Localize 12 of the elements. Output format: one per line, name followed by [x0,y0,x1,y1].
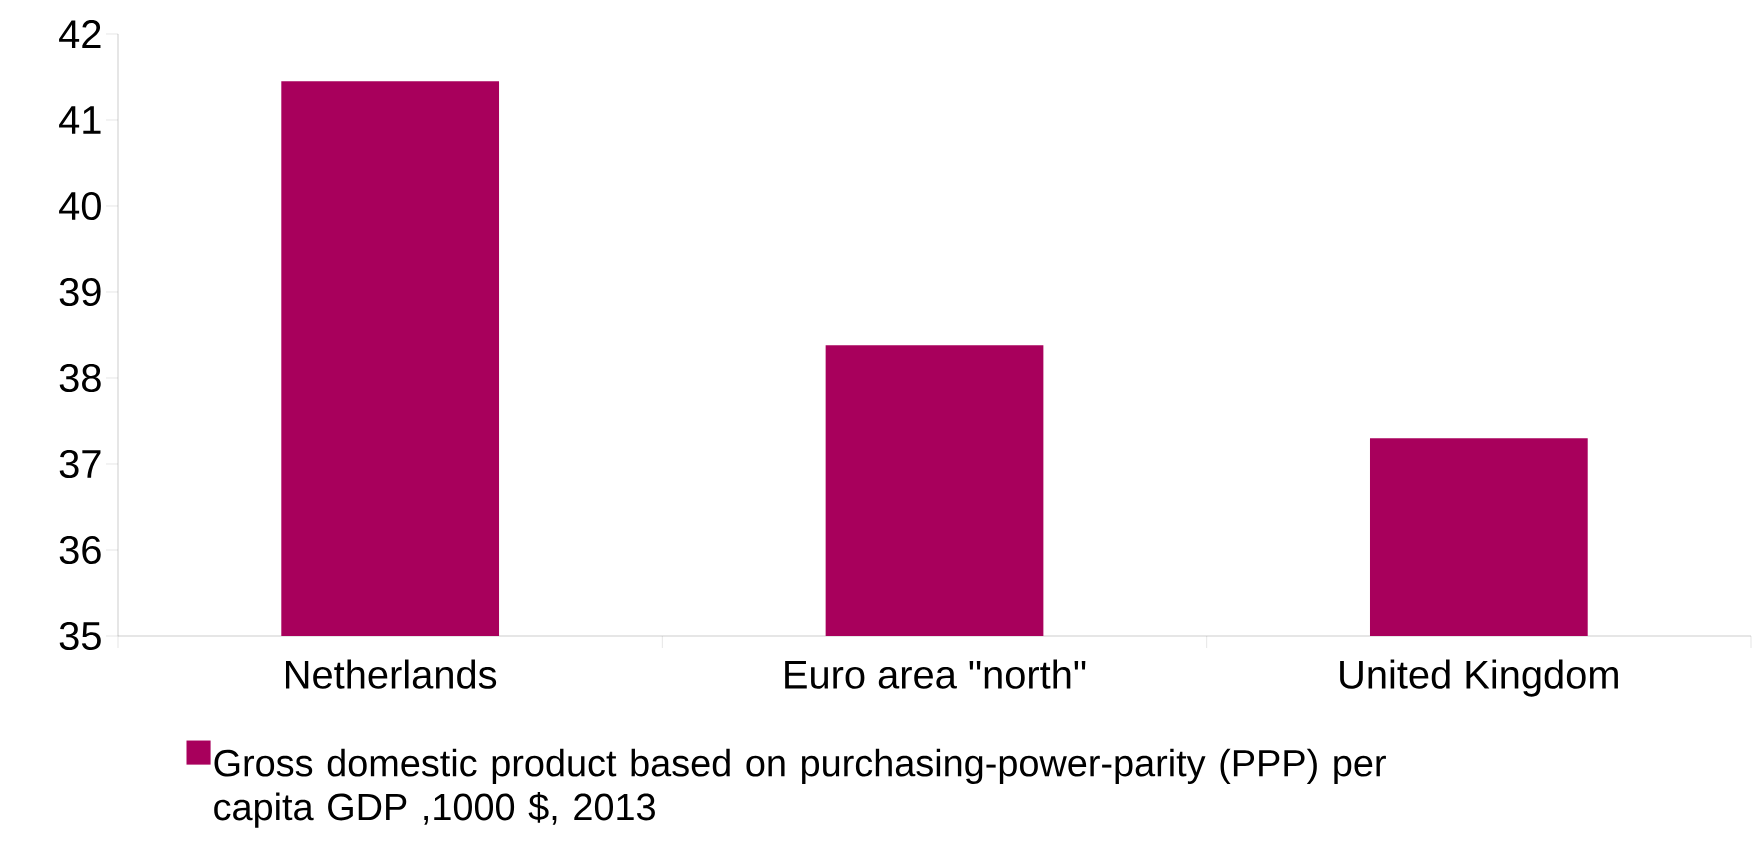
y-tick-label: 36 [59,535,101,565]
x-tick-label: United Kingdom [1340,659,1618,697]
x-tick-label: Netherlands [285,659,497,689]
y-tick-label: 40 [59,191,101,221]
y-tick-label: 37 [59,449,101,479]
y-tick-label: 41 [59,106,101,134]
x-tick-label: Euro area "north" [785,659,1086,689]
legend-label: Gross domestic product based on purchasing-power-parity (PPP) per capita GDP ,1000 $, 2013 [214,748,1386,828]
y-tick-label: 35 [59,621,101,651]
y-tick-label: 39 [59,277,101,307]
y-tick-label: 38 [59,363,101,393]
y-tick-label: 42 [59,20,101,48]
